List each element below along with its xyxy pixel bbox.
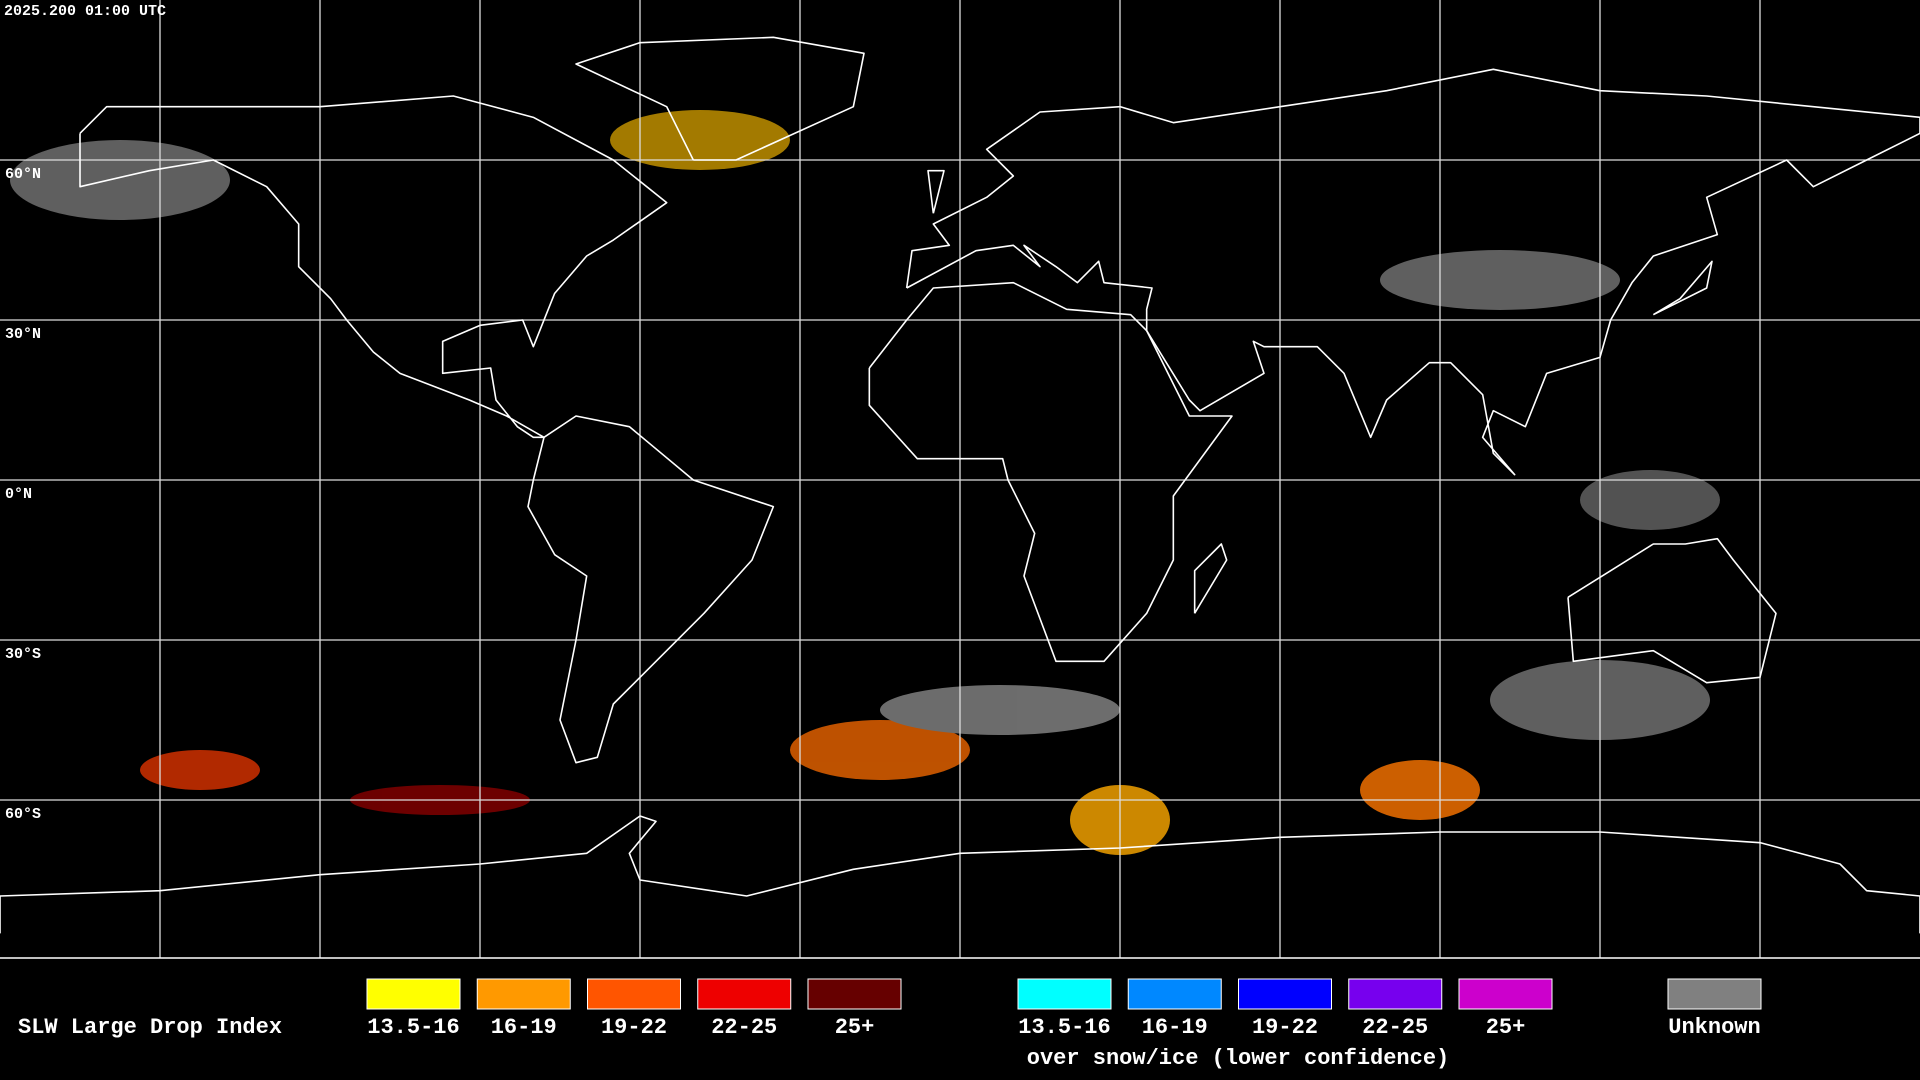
legend-label: 25+ [1486,1015,1526,1040]
unknown-area [10,140,230,220]
legend-label: 13.5-16 [367,1015,459,1040]
timestamp: 2025.200 01:00 UTC [4,3,166,20]
legend-label: 22-25 [1362,1015,1428,1040]
slw-area [790,720,970,780]
legend-swatch [1017,978,1112,1010]
legend-swatch [1348,978,1443,1010]
latitude-label: 30°S [5,646,41,663]
legend-swatch [587,978,681,1010]
coastline [576,37,864,160]
legend-caption: over snow/ice (lower confidence) [1027,1046,1449,1071]
legend-swatch [697,978,792,1010]
latitude-label: 30°N [5,326,41,343]
unknown-area [880,685,1120,735]
coastline [0,816,1920,933]
legend-label: 25+ [835,1015,875,1040]
legend-label: 22-25 [711,1015,777,1040]
legend-swatch [476,978,571,1010]
coastline [1653,261,1712,314]
coastline [528,416,773,763]
legend-label: 19-22 [601,1015,667,1040]
unknown-area [1380,250,1620,310]
latitude-label: 60°N [5,166,41,183]
coastlines [0,37,1920,933]
latitude-labels: 60°N 30°N 0°N 30°S 60°S [5,166,41,823]
legend-label: 19-22 [1252,1015,1318,1040]
legend-band [0,958,1920,1080]
legend-swatch [1458,978,1553,1010]
legend-label: 16-19 [491,1015,557,1040]
legend-label: 13.5-16 [1018,1015,1110,1040]
legend-title: SLW Large Drop Index [18,1015,282,1040]
coastline [1195,544,1227,613]
latitude-label: 0°N [5,486,32,503]
coastline [907,69,1920,474]
slw-area [140,750,260,790]
legend-label: Unknown [1668,1015,1760,1040]
legend-label: 16-19 [1142,1015,1208,1040]
unknown-area [1580,470,1720,530]
legend-swatch [1667,978,1762,1010]
graticule [0,0,1920,958]
legend-swatch [807,978,902,1010]
latitude-label: 60°S [5,806,41,823]
legend-swatch [1127,978,1222,1010]
slw-area [610,110,790,170]
slw-area [1360,760,1480,820]
coastline [928,171,944,214]
legend-swatch [1238,978,1332,1010]
coastline [869,283,1232,662]
coastline [1568,539,1776,683]
legend-swatch [366,978,461,1010]
coastline [80,96,667,437]
legend: 13.5-16 16-19 19-22 22-25 25+ 13.5-16 16-19 19-… [366,978,1762,1040]
